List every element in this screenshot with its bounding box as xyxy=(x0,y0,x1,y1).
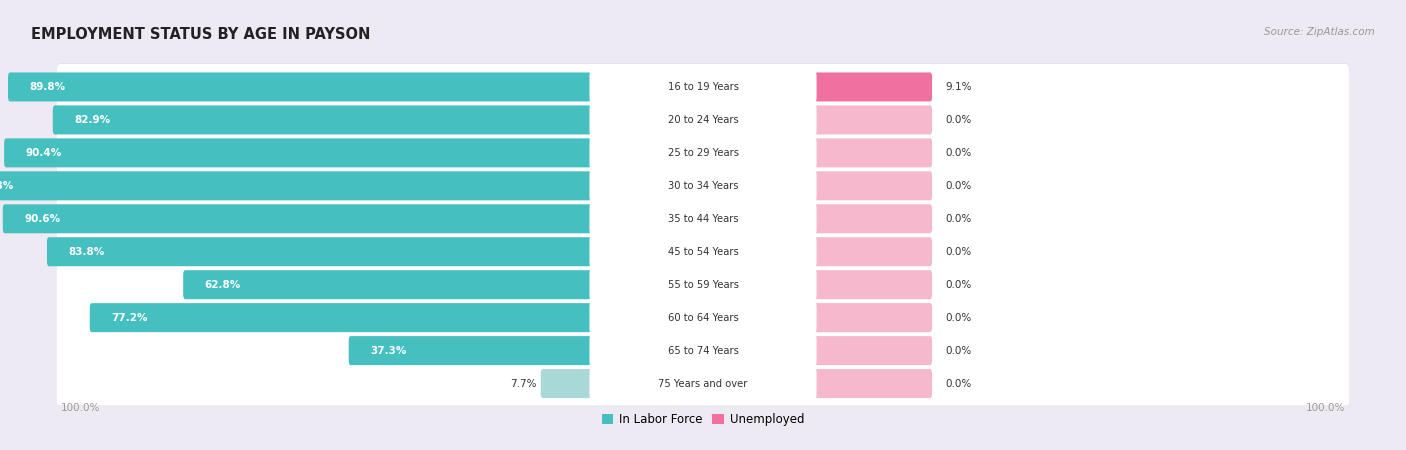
FancyBboxPatch shape xyxy=(56,96,1350,145)
FancyBboxPatch shape xyxy=(811,270,932,299)
FancyBboxPatch shape xyxy=(589,234,817,270)
FancyBboxPatch shape xyxy=(589,365,817,402)
FancyBboxPatch shape xyxy=(56,360,1350,408)
FancyBboxPatch shape xyxy=(811,171,932,200)
Text: 97.8%: 97.8% xyxy=(0,181,14,191)
Text: 0.0%: 0.0% xyxy=(946,214,972,224)
FancyBboxPatch shape xyxy=(56,129,1350,178)
Text: 55 to 59 Years: 55 to 59 Years xyxy=(668,280,738,290)
Text: 0.0%: 0.0% xyxy=(946,378,972,389)
FancyBboxPatch shape xyxy=(589,266,817,303)
FancyBboxPatch shape xyxy=(56,261,1350,309)
FancyBboxPatch shape xyxy=(56,63,1350,112)
Text: EMPLOYMENT STATUS BY AGE IN PAYSON: EMPLOYMENT STATUS BY AGE IN PAYSON xyxy=(31,27,370,42)
FancyBboxPatch shape xyxy=(811,138,932,167)
Text: 60 to 64 Years: 60 to 64 Years xyxy=(668,313,738,323)
Text: 0.0%: 0.0% xyxy=(946,346,972,356)
Text: 25 to 29 Years: 25 to 29 Years xyxy=(668,148,738,158)
FancyBboxPatch shape xyxy=(56,327,1350,376)
Text: 62.8%: 62.8% xyxy=(205,280,240,290)
Text: 83.8%: 83.8% xyxy=(69,247,104,257)
FancyBboxPatch shape xyxy=(56,195,1350,244)
FancyBboxPatch shape xyxy=(589,168,817,204)
FancyBboxPatch shape xyxy=(56,228,1350,277)
Text: Source: ZipAtlas.com: Source: ZipAtlas.com xyxy=(1264,27,1375,37)
Text: 0.0%: 0.0% xyxy=(946,181,972,191)
Text: 7.7%: 7.7% xyxy=(510,378,536,389)
FancyBboxPatch shape xyxy=(811,303,932,332)
Text: 20 to 24 Years: 20 to 24 Years xyxy=(668,115,738,125)
Legend: In Labor Force, Unemployed: In Labor Force, Unemployed xyxy=(598,408,808,431)
Text: 45 to 54 Years: 45 to 54 Years xyxy=(668,247,738,257)
FancyBboxPatch shape xyxy=(56,261,1350,310)
FancyBboxPatch shape xyxy=(56,97,1350,144)
Text: 100.0%: 100.0% xyxy=(1306,403,1346,414)
FancyBboxPatch shape xyxy=(56,328,1350,375)
Text: 75 Years and over: 75 Years and over xyxy=(658,378,748,389)
Text: 90.6%: 90.6% xyxy=(24,214,60,224)
FancyBboxPatch shape xyxy=(53,105,595,135)
FancyBboxPatch shape xyxy=(589,333,817,369)
FancyBboxPatch shape xyxy=(56,360,1350,409)
FancyBboxPatch shape xyxy=(811,336,932,365)
Text: 82.9%: 82.9% xyxy=(75,115,110,125)
FancyBboxPatch shape xyxy=(589,102,817,138)
FancyBboxPatch shape xyxy=(46,237,595,266)
Text: 89.8%: 89.8% xyxy=(30,82,66,92)
FancyBboxPatch shape xyxy=(56,64,1350,111)
Text: 90.4%: 90.4% xyxy=(25,148,62,158)
Text: 30 to 34 Years: 30 to 34 Years xyxy=(668,181,738,191)
FancyBboxPatch shape xyxy=(56,196,1350,243)
Text: 9.1%: 9.1% xyxy=(946,82,972,92)
Text: 0.0%: 0.0% xyxy=(946,115,972,125)
FancyBboxPatch shape xyxy=(56,295,1350,342)
FancyBboxPatch shape xyxy=(811,369,932,398)
Text: 16 to 19 Years: 16 to 19 Years xyxy=(668,82,738,92)
Text: 35 to 44 Years: 35 to 44 Years xyxy=(668,214,738,224)
Text: 0.0%: 0.0% xyxy=(946,148,972,158)
FancyBboxPatch shape xyxy=(56,162,1350,211)
FancyBboxPatch shape xyxy=(811,204,932,233)
FancyBboxPatch shape xyxy=(589,69,817,105)
FancyBboxPatch shape xyxy=(541,369,595,398)
FancyBboxPatch shape xyxy=(811,72,932,101)
FancyBboxPatch shape xyxy=(3,204,595,233)
FancyBboxPatch shape xyxy=(811,105,932,135)
Text: 65 to 74 Years: 65 to 74 Years xyxy=(668,346,738,356)
Text: 100.0%: 100.0% xyxy=(60,403,100,414)
Text: 0.0%: 0.0% xyxy=(946,313,972,323)
FancyBboxPatch shape xyxy=(811,237,932,266)
FancyBboxPatch shape xyxy=(8,72,595,101)
FancyBboxPatch shape xyxy=(183,270,595,299)
Text: 0.0%: 0.0% xyxy=(946,247,972,257)
FancyBboxPatch shape xyxy=(56,130,1350,177)
FancyBboxPatch shape xyxy=(56,294,1350,343)
Text: 37.3%: 37.3% xyxy=(370,346,406,356)
FancyBboxPatch shape xyxy=(349,336,595,365)
FancyBboxPatch shape xyxy=(589,201,817,237)
FancyBboxPatch shape xyxy=(589,300,817,336)
Text: 77.2%: 77.2% xyxy=(111,313,148,323)
FancyBboxPatch shape xyxy=(4,138,595,167)
FancyBboxPatch shape xyxy=(90,303,595,332)
FancyBboxPatch shape xyxy=(589,135,817,171)
FancyBboxPatch shape xyxy=(56,163,1350,210)
Text: 0.0%: 0.0% xyxy=(946,280,972,290)
FancyBboxPatch shape xyxy=(56,229,1350,276)
FancyBboxPatch shape xyxy=(0,171,595,200)
